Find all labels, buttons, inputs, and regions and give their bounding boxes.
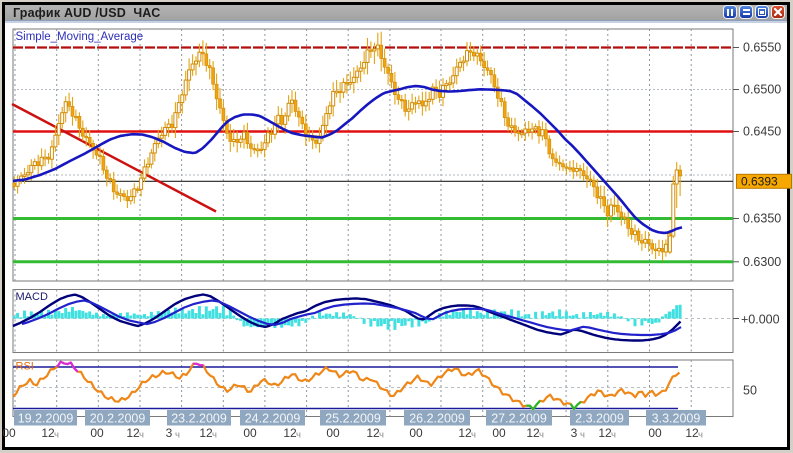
svg-text:0.6300: 0.6300 [743,255,781,269]
svg-text:00: 00 [492,426,506,440]
svg-text:24.2.2009: 24.2.2009 [245,412,301,426]
svg-text:ч: ч [175,430,180,441]
svg-text:ч: ч [139,430,144,441]
svg-text:12: 12 [283,426,297,440]
svg-text:3: 3 [166,426,173,440]
svg-text:12: 12 [199,426,213,440]
svg-text:00: 00 [2,426,16,440]
svg-text:00: 00 [243,426,257,440]
svg-text:ч: ч [580,430,585,441]
svg-text:RSI: RSI [16,361,34,373]
svg-text:12: 12 [526,426,540,440]
svg-text:ч: ч [379,430,384,441]
svg-text:26.2.2009: 26.2.2009 [409,412,465,426]
svg-text:00: 00 [409,426,423,440]
svg-text:MACD: MACD [16,291,48,303]
svg-text:12: 12 [685,426,699,440]
svg-text:00: 00 [326,426,340,440]
svg-text:0.6550: 0.6550 [743,41,781,55]
svg-text:25.2.2009: 25.2.2009 [325,412,381,426]
svg-text:23.2.2009: 23.2.2009 [171,412,227,426]
svg-text:27.2.2009: 27.2.2009 [491,412,547,426]
svg-text:ч: ч [54,430,59,441]
svg-text:0.6350: 0.6350 [743,212,781,226]
svg-text:+0.000: +0.000 [741,313,780,327]
svg-text:0.6393: 0.6393 [741,175,778,189]
svg-text:ч: ч [212,430,217,441]
svg-text:ч: ч [471,430,476,441]
svg-text:12: 12 [41,426,55,440]
svg-text:ч: ч [698,430,703,441]
svg-text:Simple_Moving_Average: Simple_Moving_Average [16,31,144,43]
svg-text:3.3.2009: 3.3.2009 [652,412,701,426]
svg-text:0.6500: 0.6500 [743,83,781,97]
svg-text:12: 12 [598,426,612,440]
svg-text:ч: ч [539,430,544,441]
svg-text:12: 12 [458,426,472,440]
svg-text:19.2.2009: 19.2.2009 [18,412,74,426]
svg-text:12: 12 [366,426,380,440]
svg-text:3: 3 [571,426,578,440]
svg-text:00: 00 [90,426,104,440]
svg-text:50: 50 [743,384,757,398]
svg-text:20.2.2009: 20.2.2009 [90,412,146,426]
svg-text:12: 12 [126,426,140,440]
svg-text:00: 00 [648,426,662,440]
svg-text:0.6450: 0.6450 [743,125,781,139]
svg-text:ч: ч [611,430,616,441]
svg-text:ч: ч [296,430,301,441]
svg-text:2.3.2009: 2.3.2009 [575,412,624,426]
